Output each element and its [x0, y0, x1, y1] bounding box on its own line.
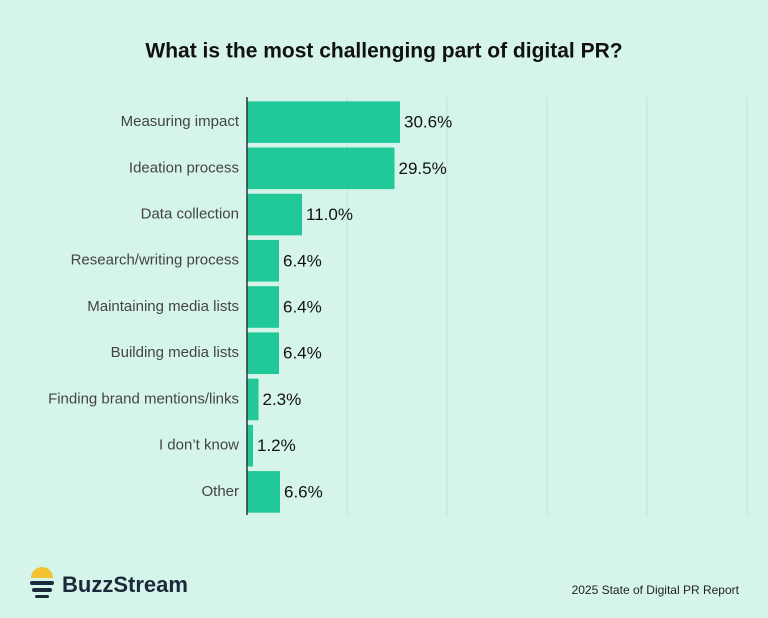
value-label: 30.6%: [404, 113, 452, 132]
value-label: 6.4%: [283, 297, 322, 316]
category-label: Ideation process: [129, 159, 239, 176]
brand: BuzzStream: [62, 572, 188, 597]
value-label: 6.4%: [283, 344, 322, 363]
category-label: Data collection: [141, 206, 239, 223]
category-label: Maintaining media lists: [87, 298, 239, 315]
logo-icon: [30, 567, 54, 598]
source: 2025 State of Digital PR Report: [572, 583, 740, 597]
bar: [247, 424, 253, 467]
bar: [247, 378, 259, 421]
category-label: Finding brand mentions/links: [48, 390, 239, 407]
chart-title: What is the most challenging part of dig…: [145, 40, 622, 63]
value-label: 6.4%: [283, 251, 322, 270]
bar: [247, 193, 302, 236]
category-label: Measuring impact: [121, 113, 240, 130]
category-label: I don’t know: [159, 437, 239, 454]
value-label: 6.6%: [284, 482, 323, 501]
value-label: 11.0%: [306, 205, 353, 224]
value-label: 1.2%: [257, 436, 296, 455]
bar: [247, 147, 395, 190]
value-label: 2.3%: [263, 390, 302, 409]
category-label: Other: [201, 483, 239, 500]
bar: [247, 101, 400, 143]
bar: [247, 332, 279, 375]
bar: [247, 239, 279, 282]
category-label: Research/writing process: [71, 252, 239, 269]
bar: [247, 471, 280, 513]
value-label: 29.5%: [399, 159, 447, 178]
bar: [247, 286, 279, 328]
category-label: Building media lists: [111, 344, 239, 361]
